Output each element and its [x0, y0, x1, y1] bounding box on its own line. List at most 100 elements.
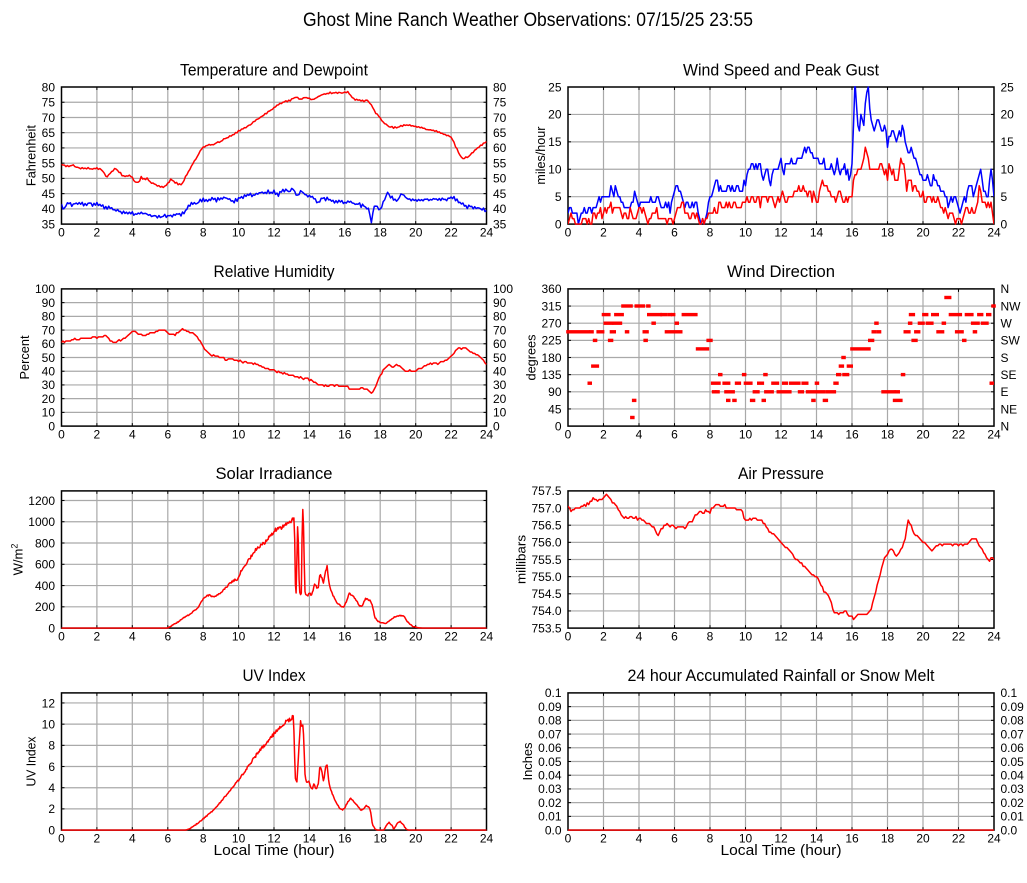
svg-text:20: 20 [916, 226, 930, 240]
svg-text:Temperature and Dewpoint: Temperature and Dewpoint [180, 60, 368, 79]
svg-text:0: 0 [565, 832, 572, 846]
svg-text:2: 2 [600, 428, 607, 442]
svg-text:Wind Speed and Peak Gust: Wind Speed and Peak Gust [683, 60, 879, 79]
svg-text:8: 8 [200, 832, 207, 846]
svg-text:360: 360 [541, 282, 561, 296]
svg-text:8: 8 [707, 630, 714, 644]
svg-text:60: 60 [42, 337, 56, 351]
svg-text:Wind Direction: Wind Direction [727, 262, 835, 281]
svg-text:14: 14 [303, 428, 317, 442]
svg-text:NE: NE [1001, 402, 1018, 416]
svg-text:70: 70 [493, 111, 507, 125]
svg-text:18: 18 [881, 630, 895, 644]
svg-text:6: 6 [671, 428, 678, 442]
svg-text:22: 22 [952, 428, 966, 442]
svg-text:75: 75 [42, 96, 56, 110]
svg-text:800: 800 [35, 536, 55, 550]
svg-text:20: 20 [1001, 108, 1015, 122]
svg-text:80: 80 [493, 80, 507, 94]
svg-text:55: 55 [493, 157, 507, 171]
svg-text:70: 70 [42, 323, 56, 337]
svg-text:4: 4 [129, 630, 136, 644]
svg-text:6: 6 [164, 832, 171, 846]
svg-text:12: 12 [774, 428, 788, 442]
svg-text:8: 8 [200, 428, 207, 442]
svg-text:6: 6 [48, 760, 55, 774]
svg-text:0.03: 0.03 [1001, 782, 1025, 796]
svg-text:20: 20 [916, 832, 930, 846]
svg-text:70: 70 [42, 111, 56, 125]
svg-text:10: 10 [739, 428, 753, 442]
svg-text:12: 12 [267, 226, 281, 240]
svg-text:65: 65 [42, 126, 56, 140]
svg-text:30: 30 [493, 378, 507, 392]
svg-text:millibars: millibars [513, 534, 528, 584]
svg-text:0.02: 0.02 [538, 796, 562, 810]
svg-text:22: 22 [444, 428, 458, 442]
svg-text:Local Time (hour): Local Time (hour) [214, 842, 335, 859]
svg-text:22: 22 [952, 832, 966, 846]
svg-text:18: 18 [881, 226, 895, 240]
svg-text:80: 80 [42, 310, 56, 324]
svg-text:65: 65 [493, 126, 507, 140]
svg-text:SW: SW [1001, 334, 1021, 348]
svg-text:10: 10 [739, 832, 753, 846]
svg-text:14: 14 [810, 630, 824, 644]
svg-text:90: 90 [548, 385, 562, 399]
svg-text:N: N [1001, 282, 1010, 296]
svg-text:4: 4 [48, 781, 55, 795]
svg-text:N: N [1001, 419, 1010, 433]
svg-text:30: 30 [42, 378, 56, 392]
svg-text:24: 24 [480, 630, 494, 644]
svg-text:40: 40 [42, 202, 56, 216]
svg-text:4: 4 [129, 832, 136, 846]
svg-text:UV Index: UV Index [243, 666, 306, 685]
svg-text:8: 8 [707, 226, 714, 240]
svg-text:20: 20 [409, 428, 423, 442]
svg-text:18: 18 [374, 832, 388, 846]
svg-text:6: 6 [164, 630, 171, 644]
svg-text:10: 10 [232, 832, 246, 846]
svg-text:60: 60 [493, 337, 507, 351]
svg-text:10: 10 [42, 718, 56, 732]
svg-text:45: 45 [548, 402, 562, 416]
svg-text:35: 35 [42, 217, 56, 231]
svg-text:25: 25 [548, 80, 562, 94]
svg-text:135: 135 [541, 368, 561, 382]
svg-text:180: 180 [541, 351, 561, 365]
svg-text:45: 45 [42, 187, 56, 201]
svg-text:NW: NW [1001, 299, 1022, 313]
svg-text:W: W [1001, 317, 1013, 331]
svg-text:14: 14 [810, 428, 824, 442]
svg-text:2: 2 [94, 226, 101, 240]
svg-text:0.01: 0.01 [1001, 810, 1025, 824]
svg-text:2: 2 [94, 630, 101, 644]
svg-text:0.06: 0.06 [538, 741, 562, 755]
svg-text:24 hour Accumulated Rainfall o: 24 hour Accumulated Rainfall or Snow Mel… [628, 666, 935, 685]
svg-text:18: 18 [374, 428, 388, 442]
svg-text:20: 20 [42, 392, 56, 406]
svg-text:12: 12 [774, 226, 788, 240]
svg-text:1200: 1200 [28, 494, 55, 508]
svg-text:18: 18 [881, 832, 895, 846]
svg-text:20: 20 [916, 428, 930, 442]
svg-text:400: 400 [35, 579, 55, 593]
svg-text:15: 15 [548, 135, 562, 149]
svg-text:0.09: 0.09 [1001, 700, 1025, 714]
svg-text:miles/hour: miles/hour [533, 126, 548, 185]
svg-text:24: 24 [987, 428, 1001, 442]
svg-text:0: 0 [58, 226, 65, 240]
svg-text:22: 22 [444, 226, 458, 240]
svg-text:20: 20 [493, 392, 507, 406]
svg-text:0.04: 0.04 [1001, 769, 1025, 783]
svg-text:0.1: 0.1 [545, 686, 562, 700]
svg-text:12: 12 [267, 832, 281, 846]
svg-text:754.0: 754.0 [531, 604, 561, 618]
svg-text:0: 0 [565, 428, 572, 442]
svg-text:15: 15 [1001, 135, 1015, 149]
svg-text:14: 14 [810, 226, 824, 240]
svg-text:200: 200 [35, 600, 55, 614]
svg-text:8: 8 [200, 630, 207, 644]
svg-text:24: 24 [480, 428, 494, 442]
svg-text:0: 0 [555, 419, 562, 433]
